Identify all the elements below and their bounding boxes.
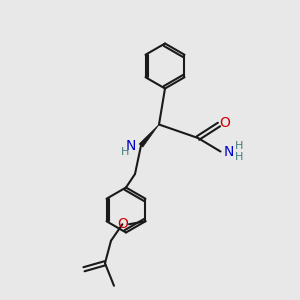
Text: H: H [235,141,243,151]
Text: H: H [235,152,243,162]
Text: N: N [224,145,234,158]
Text: H: H [121,147,130,157]
Text: O: O [219,116,230,130]
Polygon shape [139,124,159,147]
Text: O: O [117,217,128,231]
Text: N: N [125,139,136,152]
